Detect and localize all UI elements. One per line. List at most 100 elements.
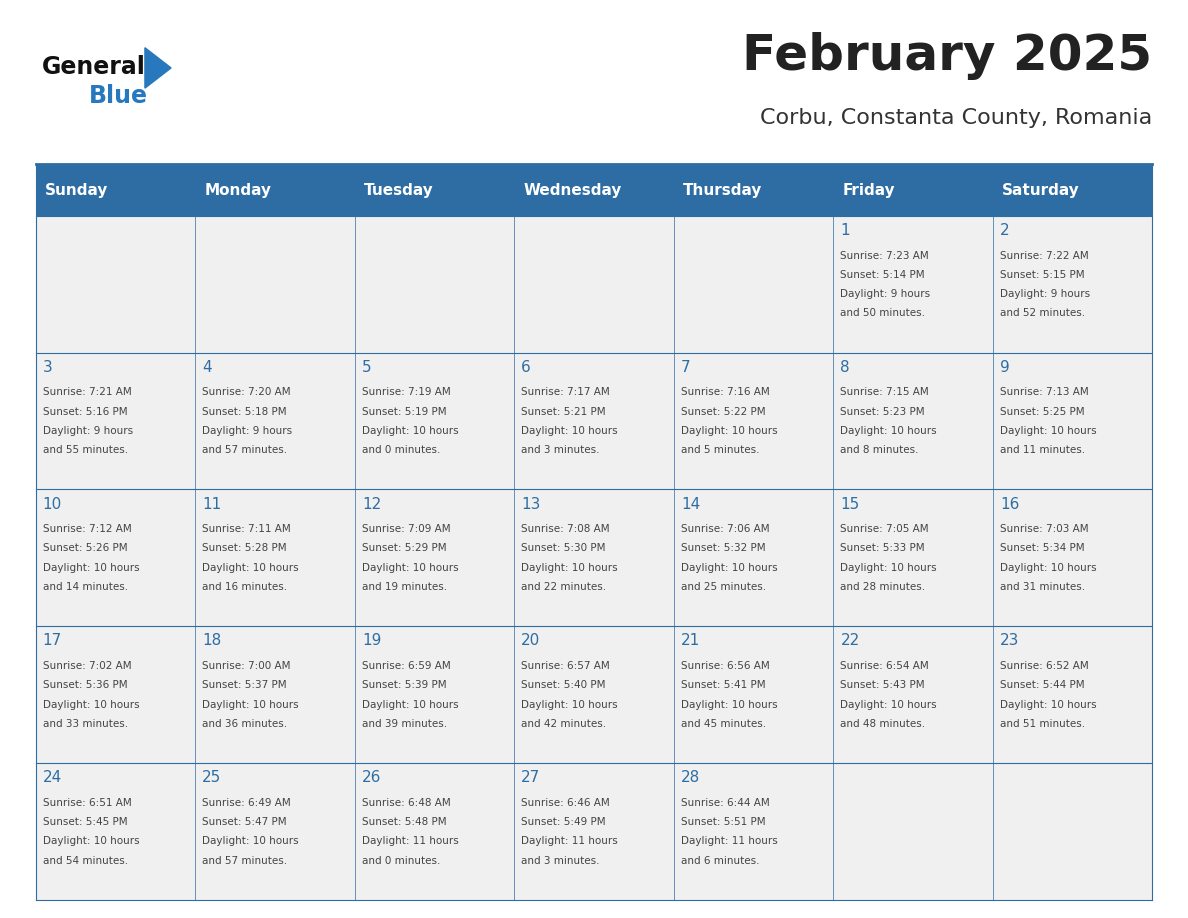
Bar xyxy=(993,763,1152,900)
Text: Sunset: 5:25 PM: Sunset: 5:25 PM xyxy=(1000,407,1085,417)
Bar xyxy=(36,216,195,353)
Text: Daylight: 9 hours: Daylight: 9 hours xyxy=(43,426,133,436)
Text: Daylight: 11 hours: Daylight: 11 hours xyxy=(522,836,618,846)
Bar xyxy=(993,216,1152,353)
Text: Sunrise: 7:13 AM: Sunrise: 7:13 AM xyxy=(1000,387,1088,397)
Text: and 33 minutes.: and 33 minutes. xyxy=(43,719,128,729)
Bar xyxy=(36,489,195,626)
Text: and 0 minutes.: and 0 minutes. xyxy=(362,856,441,866)
Bar xyxy=(355,763,514,900)
Text: Sunrise: 7:17 AM: Sunrise: 7:17 AM xyxy=(522,387,611,397)
Text: Sunrise: 7:02 AM: Sunrise: 7:02 AM xyxy=(43,661,132,671)
Bar xyxy=(355,353,514,489)
Bar xyxy=(195,626,355,763)
Text: Daylight: 10 hours: Daylight: 10 hours xyxy=(43,836,139,846)
Bar xyxy=(993,353,1152,489)
Text: 6: 6 xyxy=(522,360,531,375)
Text: Sunset: 5:19 PM: Sunset: 5:19 PM xyxy=(362,407,447,417)
Bar xyxy=(674,489,833,626)
Text: Sunset: 5:16 PM: Sunset: 5:16 PM xyxy=(43,407,127,417)
Text: Sunset: 5:30 PM: Sunset: 5:30 PM xyxy=(522,543,606,554)
Bar xyxy=(355,216,514,353)
Text: Daylight: 11 hours: Daylight: 11 hours xyxy=(681,836,778,846)
Bar xyxy=(195,216,355,353)
Text: Daylight: 10 hours: Daylight: 10 hours xyxy=(840,563,937,573)
Bar xyxy=(355,489,514,626)
Bar xyxy=(833,626,993,763)
Text: 20: 20 xyxy=(522,633,541,648)
Text: Daylight: 10 hours: Daylight: 10 hours xyxy=(202,836,299,846)
Bar xyxy=(195,353,355,489)
Text: 27: 27 xyxy=(522,770,541,785)
Text: and 36 minutes.: and 36 minutes. xyxy=(202,719,287,729)
Text: Sunset: 5:34 PM: Sunset: 5:34 PM xyxy=(1000,543,1085,554)
Text: Sunset: 5:26 PM: Sunset: 5:26 PM xyxy=(43,543,127,554)
Text: Sunrise: 7:11 AM: Sunrise: 7:11 AM xyxy=(202,524,291,534)
Text: and 6 minutes.: and 6 minutes. xyxy=(681,856,759,866)
Text: Sunrise: 7:19 AM: Sunrise: 7:19 AM xyxy=(362,387,450,397)
Text: 10: 10 xyxy=(43,497,62,511)
Text: and 57 minutes.: and 57 minutes. xyxy=(202,445,287,455)
Text: Daylight: 10 hours: Daylight: 10 hours xyxy=(362,563,459,573)
Text: Sunrise: 7:08 AM: Sunrise: 7:08 AM xyxy=(522,524,609,534)
Bar xyxy=(833,353,993,489)
Text: Sunset: 5:14 PM: Sunset: 5:14 PM xyxy=(840,270,925,280)
Text: 7: 7 xyxy=(681,360,690,375)
Text: Sunrise: 7:05 AM: Sunrise: 7:05 AM xyxy=(840,524,929,534)
Text: and 55 minutes.: and 55 minutes. xyxy=(43,445,128,455)
Text: and 48 minutes.: and 48 minutes. xyxy=(840,719,925,729)
Text: Sunrise: 6:57 AM: Sunrise: 6:57 AM xyxy=(522,661,611,671)
Text: Daylight: 10 hours: Daylight: 10 hours xyxy=(202,563,299,573)
Text: 8: 8 xyxy=(840,360,851,375)
Bar xyxy=(674,353,833,489)
Text: Daylight: 10 hours: Daylight: 10 hours xyxy=(1000,563,1097,573)
Text: 17: 17 xyxy=(43,633,62,648)
Text: Saturday: Saturday xyxy=(1003,183,1080,198)
Text: Blue: Blue xyxy=(89,84,148,108)
Text: Sunrise: 7:23 AM: Sunrise: 7:23 AM xyxy=(840,251,929,261)
Text: Daylight: 10 hours: Daylight: 10 hours xyxy=(43,700,139,710)
Text: Tuesday: Tuesday xyxy=(365,183,434,198)
Text: 11: 11 xyxy=(202,497,221,511)
Text: and 42 minutes.: and 42 minutes. xyxy=(522,719,607,729)
Text: 21: 21 xyxy=(681,633,700,648)
Bar xyxy=(514,763,674,900)
Text: Sunday: Sunday xyxy=(45,183,108,198)
Text: Sunset: 5:33 PM: Sunset: 5:33 PM xyxy=(840,543,925,554)
Text: Sunset: 5:22 PM: Sunset: 5:22 PM xyxy=(681,407,765,417)
Text: Corbu, Constanta County, Romania: Corbu, Constanta County, Romania xyxy=(760,108,1152,129)
Text: and 3 minutes.: and 3 minutes. xyxy=(522,445,600,455)
Text: Sunset: 5:43 PM: Sunset: 5:43 PM xyxy=(840,680,925,690)
Text: 19: 19 xyxy=(362,633,381,648)
Bar xyxy=(674,626,833,763)
Text: Wednesday: Wednesday xyxy=(524,183,623,198)
Text: and 25 minutes.: and 25 minutes. xyxy=(681,582,766,592)
Text: Sunset: 5:32 PM: Sunset: 5:32 PM xyxy=(681,543,765,554)
Bar xyxy=(514,489,674,626)
Bar xyxy=(36,165,1152,216)
Text: Sunset: 5:23 PM: Sunset: 5:23 PM xyxy=(840,407,925,417)
Text: and 14 minutes.: and 14 minutes. xyxy=(43,582,128,592)
Text: 5: 5 xyxy=(362,360,372,375)
Text: Sunrise: 6:48 AM: Sunrise: 6:48 AM xyxy=(362,798,450,808)
Text: and 31 minutes.: and 31 minutes. xyxy=(1000,582,1085,592)
Text: Sunrise: 7:20 AM: Sunrise: 7:20 AM xyxy=(202,387,291,397)
Text: 25: 25 xyxy=(202,770,221,785)
Text: and 11 minutes.: and 11 minutes. xyxy=(1000,445,1085,455)
Text: Sunset: 5:36 PM: Sunset: 5:36 PM xyxy=(43,680,127,690)
Text: Daylight: 9 hours: Daylight: 9 hours xyxy=(202,426,292,436)
Text: Sunrise: 7:09 AM: Sunrise: 7:09 AM xyxy=(362,524,450,534)
Text: and 3 minutes.: and 3 minutes. xyxy=(522,856,600,866)
Bar xyxy=(833,489,993,626)
Text: Sunset: 5:51 PM: Sunset: 5:51 PM xyxy=(681,817,765,827)
Text: Sunset: 5:39 PM: Sunset: 5:39 PM xyxy=(362,680,447,690)
Text: and 50 minutes.: and 50 minutes. xyxy=(840,308,925,319)
Text: 3: 3 xyxy=(43,360,52,375)
Text: Daylight: 10 hours: Daylight: 10 hours xyxy=(840,700,937,710)
Text: and 0 minutes.: and 0 minutes. xyxy=(362,445,441,455)
Bar xyxy=(514,353,674,489)
Text: Sunset: 5:40 PM: Sunset: 5:40 PM xyxy=(522,680,606,690)
Text: Daylight: 10 hours: Daylight: 10 hours xyxy=(202,700,299,710)
Text: Sunset: 5:37 PM: Sunset: 5:37 PM xyxy=(202,680,287,690)
Text: Sunrise: 7:00 AM: Sunrise: 7:00 AM xyxy=(202,661,291,671)
